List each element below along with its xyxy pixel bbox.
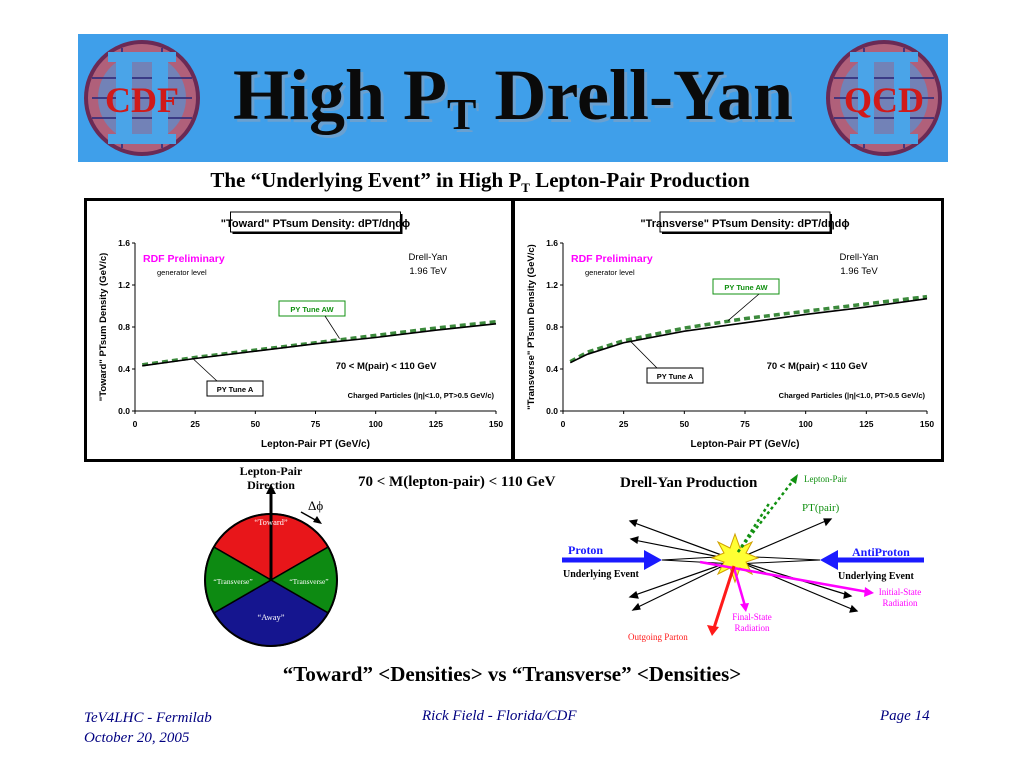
- delta-phi-label: Δϕ: [308, 498, 324, 513]
- particle-cuts-label: Charged Particles (|η|<1.0, PT>0.5 GeV/c…: [779, 391, 926, 400]
- x-axis-label: Lepton-Pair PT (GeV/c): [261, 439, 370, 450]
- py-tune-aw-pointer: [324, 315, 340, 339]
- series-line-py-tune-a: [142, 323, 497, 367]
- y-tick-label: 0.0: [546, 406, 558, 416]
- antiproton-label: AntiProton: [852, 545, 910, 559]
- py-tune-a-box: [206, 380, 264, 397]
- y-tick-label: 0.8: [118, 322, 130, 332]
- y-tick-label: 0.4: [546, 364, 558, 374]
- series-line-py-tune-aw: [569, 294, 928, 364]
- phi-region-pie: “Toward” “Transverse” “Transverse” “Away…: [204, 484, 338, 647]
- toward-density-chart: "Toward" PTsum Density: dPT/dηdϕ 0.0 0.4 0.…: [98, 211, 503, 450]
- isr-label: Initial-State Radiation: [878, 587, 922, 608]
- x-tick-label: 25: [190, 419, 200, 429]
- lepton-pair-direction-label: Lepton-Pair Direction: [239, 464, 303, 492]
- x-axis-label: Lepton-Pair PT (GeV/c): [691, 439, 800, 450]
- x-tick-label: 25: [619, 419, 629, 429]
- outgoing-parton-label: Outgoing Parton: [628, 632, 688, 642]
- py-tune-aw-box: [278, 300, 346, 317]
- densities-heading: “Toward” <Densities> vs “Transverse” <De…: [282, 662, 742, 686]
- x-tick-label: 0: [561, 419, 566, 429]
- footer-author: Rick Field - Florida/CDF: [422, 708, 577, 724]
- x-tick-label: 150: [920, 419, 934, 429]
- process-label: Drell-Yan: [409, 252, 448, 263]
- slide-subtitle: The “Underlying Event” in High PT Lepton…: [210, 168, 750, 196]
- rdf-preliminary-label: RDF Preliminary: [143, 253, 225, 265]
- plots-frame: "Toward" PTsum Density: dPT/dηdϕ 0.0 0.4 0.…: [84, 198, 944, 462]
- x-tick-label: 100: [369, 419, 383, 429]
- rdf-preliminary-label: RDF Preliminary: [571, 253, 653, 265]
- py-tune-aw-box: [712, 278, 780, 295]
- chart-title: "Toward" PTsum Density: dPT/dηdϕ: [221, 218, 410, 230]
- x-tick-label: 0: [133, 419, 138, 429]
- x-tick-label: 125: [429, 419, 443, 429]
- py-tune-a-label: PY Tune A: [657, 372, 694, 381]
- particle-cuts-label: Charged Particles (|η|<1.0, PT>0.5 GeV/c…: [348, 391, 495, 400]
- y-tick-label: 1.6: [118, 238, 130, 248]
- footer-page-number: Page 14: [880, 708, 930, 724]
- away-label: “Away”: [257, 612, 284, 622]
- cdf-logo-text: CDF: [105, 80, 179, 120]
- y-tick-label: 0.8: [546, 322, 558, 332]
- qcd-logo: QCD: [826, 40, 942, 156]
- y-tick-label: 0.4: [118, 364, 130, 374]
- footer-left: TeV4LHC - Fermilab October 20, 2005: [84, 710, 212, 746]
- transverse-right-label: “Transverse”: [289, 577, 328, 586]
- underlying-event-right-label: Underlying Event: [838, 571, 914, 582]
- qcd-logo-text: QCD: [844, 80, 924, 120]
- title-banner: CDF High PT Drell-Yan QCD: [78, 34, 948, 162]
- py-tune-aw-label: PY Tune AW: [724, 283, 768, 292]
- generator-level-label: generator level: [157, 268, 207, 277]
- transverse-left-label: “Transverse”: [213, 577, 252, 586]
- page-title: High PT Drell-Yan: [232, 55, 794, 139]
- drell-yan-title: Drell-Yan Production: [620, 475, 758, 491]
- x-tick-label: 50: [251, 419, 261, 429]
- generator-level-label: generator level: [585, 268, 635, 277]
- y-tick-label: 0.0: [118, 406, 130, 416]
- mass-window-caption: 70 < M(lepton-pair) < 110 GeV: [358, 474, 556, 490]
- x-tick-label: 125: [859, 419, 873, 429]
- y-tick-label: 1.6: [546, 238, 558, 248]
- mass-cut-label: 70 < M(pair) < 110 GeV: [767, 361, 869, 372]
- lepton-pair-label: Lepton-Pair: [804, 474, 847, 484]
- py-tune-a-box: [646, 367, 704, 384]
- py-tune-aw-pointer: [727, 293, 760, 322]
- x-tick-label: 150: [489, 419, 503, 429]
- y-axis-label: "Toward" PTsum Density (GeV/c): [98, 253, 109, 402]
- mass-cut-label: 70 < M(pair) < 110 GeV: [336, 361, 438, 372]
- energy-label: 1.96 TeV: [840, 266, 878, 277]
- py-tune-aw-label: PY Tune AW: [290, 305, 334, 314]
- cdf-logo: CDF: [84, 40, 200, 156]
- fsr-label: Final-State Radiation: [732, 612, 772, 633]
- toward-label: “Toward”: [254, 517, 288, 527]
- series-line-py-tune-a: [569, 297, 928, 364]
- plot-divider: [511, 201, 515, 459]
- series-line-py-tune-aw: [141, 320, 497, 367]
- underlying-event-left-label: Underlying Event: [563, 569, 639, 580]
- proton-label: Proton: [568, 543, 604, 557]
- x-tick-label: 75: [311, 419, 321, 429]
- py-tune-a-pointer: [630, 341, 658, 369]
- py-tune-a-pointer: [192, 358, 218, 382]
- energy-label: 1.96 TeV: [409, 266, 447, 277]
- x-tick-label: 50: [680, 419, 690, 429]
- pt-pair-label: PT(pair): [802, 502, 840, 514]
- x-tick-label: 100: [799, 419, 813, 429]
- y-tick-label: 1.2: [118, 280, 130, 290]
- transverse-density-chart: "Transverse" PTsum Density: dPT/dηdϕ0.00…: [526, 211, 934, 450]
- y-axis-label: "Transverse" PTsum Density (GeV/c): [526, 244, 537, 410]
- x-tick-label: 75: [740, 419, 750, 429]
- y-tick-label: 1.2: [546, 280, 558, 290]
- chart-title: "Transverse" PTsum Density: dPT/dηdϕ: [640, 218, 849, 230]
- py-tune-a-label: PY Tune A: [217, 385, 254, 394]
- process-label: Drell-Yan: [840, 252, 879, 263]
- drell-yan-event-sketch: [562, 474, 924, 636]
